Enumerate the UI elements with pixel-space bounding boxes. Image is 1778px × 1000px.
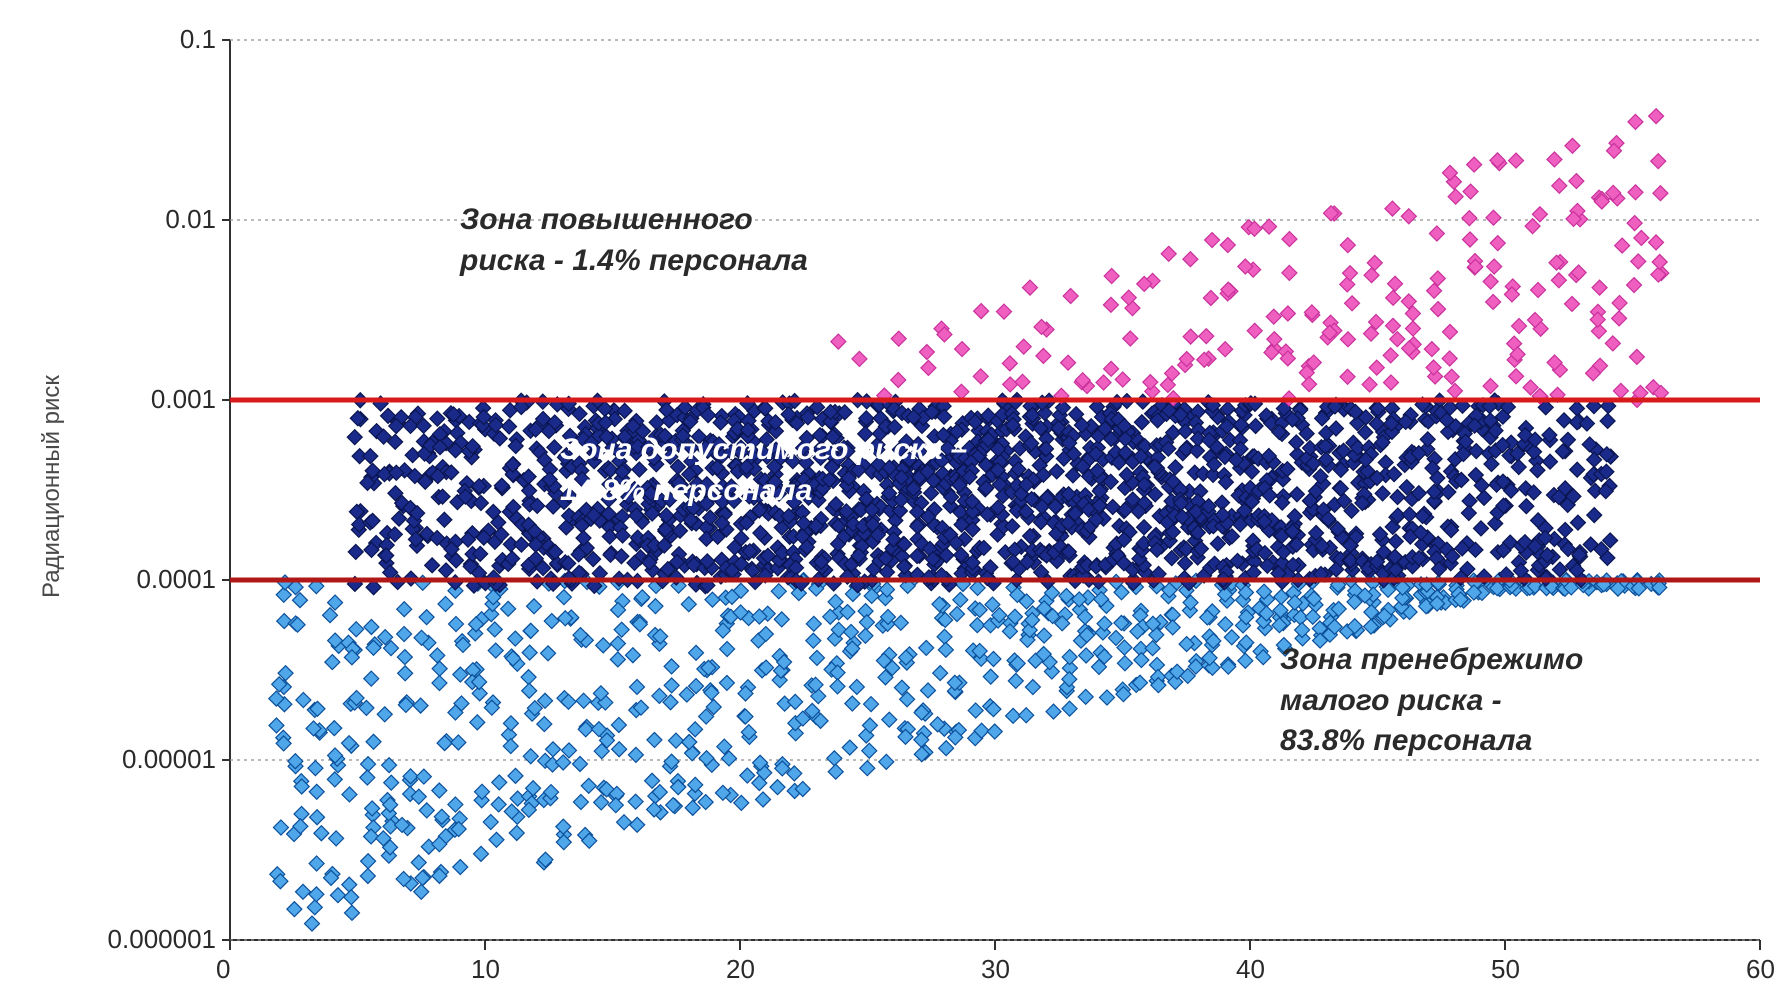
x-tick-label: 60: [1746, 954, 1775, 985]
y-axis-label: Радиационный риск: [38, 375, 66, 598]
x-tick-label: 0: [216, 954, 230, 985]
y-tick-label: 0.00001: [122, 744, 216, 775]
y-tick-label: 0.1: [180, 24, 216, 55]
x-tick-label: 50: [1491, 954, 1520, 985]
x-tick-label: 40: [1236, 954, 1265, 985]
y-tick-label: 0.000001: [108, 924, 216, 955]
x-tick-label: 30: [981, 954, 1010, 985]
x-tick-label: 20: [726, 954, 755, 985]
y-tick-label: 0.001: [151, 384, 216, 415]
x-tick-label: 10: [471, 954, 500, 985]
y-tick-label: 0.01: [165, 204, 216, 235]
y-tick-label: 0.0001: [136, 564, 216, 595]
scatter-chart: Радиационный риск Зона повышенного риска…: [0, 0, 1778, 1000]
chart-svg: [0, 0, 1778, 1000]
